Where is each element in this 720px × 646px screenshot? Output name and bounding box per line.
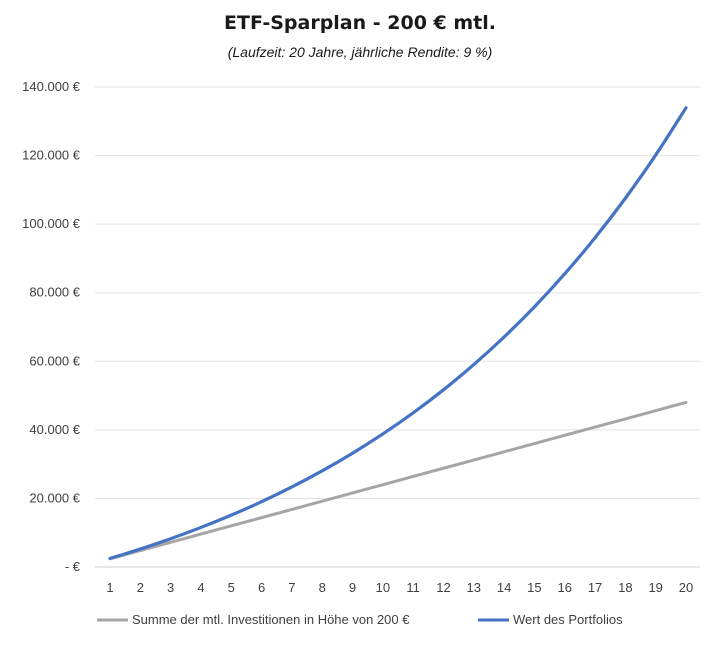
x-tick-label: 16 (558, 580, 572, 595)
series-line-portfolio (108, 106, 688, 560)
y-tick-label: 40.000 € (29, 422, 80, 437)
x-tick-label: 10 (376, 580, 390, 595)
x-tick-label: 18 (618, 580, 632, 595)
grid-lines (95, 86, 700, 568)
x-tick-label: 2 (137, 580, 144, 595)
x-tick-label: 6 (258, 580, 265, 595)
x-tick-label: 8 (319, 580, 326, 595)
x-axis-ticks: 1 2 3 4 5 6 7 8 9 10 11 12 13 14 15 16 17 18 19 20 (106, 580, 693, 595)
series-line-investments (108, 400, 688, 561)
chart-subtitle: (Laufzeit: 20 Jahre, jährliche Rendite: … (227, 44, 493, 60)
x-tick-label: 17 (588, 580, 602, 595)
y-tick-label: 60.000 € (29, 353, 80, 368)
y-tick-label: 120.000 € (22, 148, 81, 163)
x-tick-label: 11 (406, 580, 420, 595)
series-lines (108, 106, 688, 561)
x-tick-label: 9 (349, 580, 356, 595)
legend: Summe der mtl. Investitionen in Höhe von… (97, 612, 623, 627)
x-tick-label: 3 (167, 580, 174, 595)
x-tick-label: 4 (197, 580, 204, 595)
y-tick-label: 100.000 € (22, 216, 81, 231)
x-tick-label: 7 (288, 580, 295, 595)
y-tick-label: 80.000 € (29, 285, 80, 300)
y-tick-label: 20.000 € (29, 490, 80, 505)
y-tick-label: 140.000 € (22, 79, 81, 94)
x-tick-label: 14 (497, 580, 511, 595)
x-tick-label: 5 (228, 580, 235, 595)
x-tick-label: 15 (527, 580, 541, 595)
x-tick-label: 19 (648, 580, 662, 595)
x-tick-label: 13 (467, 580, 481, 595)
x-tick-label: 12 (436, 580, 450, 595)
y-tick-label: - € (65, 559, 81, 574)
chart-title: ETF-Sparplan - 200 € mtl. (224, 12, 496, 34)
legend-label: Wert des Portfolios (513, 612, 623, 627)
legend-label: Summe der mtl. Investitionen in Höhe von… (132, 612, 410, 627)
x-tick-label: 20 (679, 580, 693, 595)
x-tick-label: 1 (106, 580, 113, 595)
y-axis-ticks: - € 20.000 € 40.000 € 60.000 € 80.000 € 100.0… (22, 79, 81, 574)
